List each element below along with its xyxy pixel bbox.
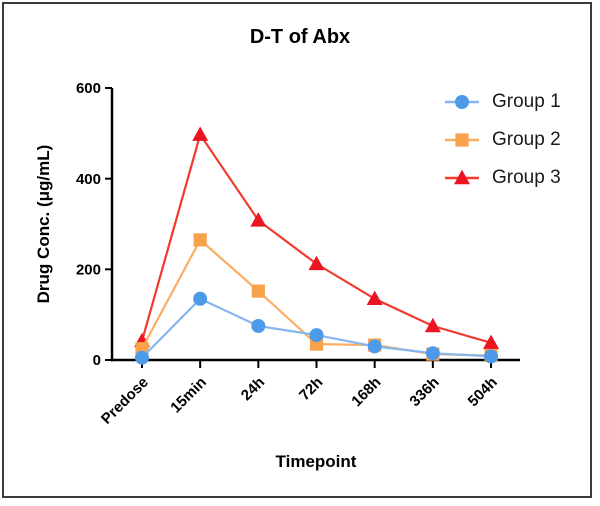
y-tick-label: 400 (76, 171, 101, 188)
x-tick-label: 336h (406, 374, 442, 410)
x-tick-label: Predose (98, 374, 152, 428)
square-marker-icon (193, 233, 207, 247)
x-tick-label: 72h (296, 374, 326, 404)
legend-item-group-3: Group 3 (444, 167, 561, 188)
x-tick-label: 15min (167, 374, 210, 417)
circle-marker-icon (484, 349, 499, 364)
triangle-marker-icon (192, 126, 209, 141)
series-group-2 (135, 233, 498, 363)
circle-marker-icon (367, 339, 382, 354)
square-marker-icon (455, 133, 469, 147)
legend-item-group-2: Group 2 (444, 129, 561, 150)
legend-label: Group 3 (492, 167, 561, 188)
y-tick-label: 0 (93, 352, 101, 369)
legend-label: Group 1 (492, 91, 561, 112)
triangle-marker-icon (250, 212, 267, 227)
circle-marker-icon (193, 291, 208, 306)
legend-item-group-1: Group 1 (444, 91, 561, 112)
legend-label: Group 2 (492, 129, 561, 150)
x-tick-label: 168h (348, 374, 384, 410)
x-tick-label: 24h (238, 374, 268, 404)
circle-marker-icon (309, 328, 324, 343)
legend: Group 1 Group 2 Group 3 (444, 91, 561, 188)
circle-marker-icon (455, 95, 469, 109)
y-tick-label: 600 (76, 80, 101, 97)
circle-marker-icon (251, 319, 266, 333)
triangle-marker-icon (308, 255, 325, 271)
legend-triangle-icon (445, 169, 479, 185)
series-group-1 (135, 291, 499, 365)
x-axis-title: Timepoint (275, 452, 357, 471)
square-marker-icon (251, 284, 265, 298)
triangle-marker-icon (483, 334, 500, 349)
y-tick-label: 200 (76, 262, 101, 279)
triangle-marker-icon (424, 317, 441, 333)
chart-title: D-T of Abx (249, 26, 351, 48)
circle-marker-icon (135, 350, 149, 365)
triangle-marker-icon (454, 169, 470, 185)
legend-circle-icon (445, 95, 479, 109)
legend-square-icon (445, 133, 479, 147)
circle-marker-icon (425, 346, 440, 361)
triangle-marker-icon (366, 290, 383, 305)
x-tick-label: 504h (465, 374, 501, 410)
